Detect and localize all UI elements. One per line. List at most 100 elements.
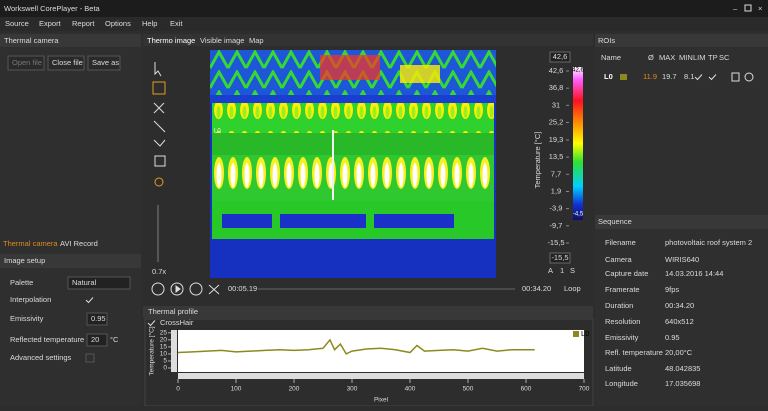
view-tab[interactable]: Visible image xyxy=(200,36,244,45)
setting-input[interactable] xyxy=(86,312,108,326)
column-header: MIN xyxy=(679,53,693,62)
thermal-hotspot xyxy=(320,55,380,80)
crosshair-checkbox xyxy=(147,320,156,327)
scale-button[interactable]: A xyxy=(548,266,553,275)
play-button[interactable] xyxy=(170,282,184,296)
roi-label: L0 xyxy=(214,129,221,135)
setting-value[interactable]: 20 xyxy=(91,335,99,344)
menu-item[interactable]: Help xyxy=(142,19,157,28)
profile-line xyxy=(177,338,535,355)
checkbox-label[interactable]: CrossHair xyxy=(160,318,194,327)
scale-tick-label: 25,2 xyxy=(549,117,564,126)
scale-tick-label: -3,9 xyxy=(550,204,563,213)
property-value: WIRIS640 xyxy=(665,255,699,264)
polyline-tool[interactable] xyxy=(153,139,166,147)
legend-label: L0 xyxy=(581,329,589,338)
setting-input[interactable] xyxy=(67,276,131,290)
time-total: 00:34.20 xyxy=(522,284,551,293)
column-header: SC xyxy=(719,53,730,62)
loop-toggle[interactable]: Loop xyxy=(564,284,581,293)
setting-value[interactable]: Natural xyxy=(72,278,97,287)
button-label[interactable]: Open file xyxy=(12,58,42,67)
roi-delete[interactable] xyxy=(744,72,754,82)
cut-button[interactable] xyxy=(208,284,220,295)
scale-tick-label: 36,8 xyxy=(549,83,564,92)
setting-value[interactable]: 0.95 xyxy=(91,314,106,323)
toolbar xyxy=(152,62,166,262)
column-header: Name xyxy=(601,53,621,62)
property-label: Duration xyxy=(605,301,633,310)
previous-button[interactable] xyxy=(151,282,165,296)
property-label: Latitude xyxy=(605,364,632,373)
roi-color[interactable] xyxy=(620,74,627,80)
panel-title: ROIs xyxy=(598,36,615,45)
property-value: 640x512 xyxy=(665,317,694,326)
scale-tick-label: 13,5 xyxy=(549,152,564,161)
roi-save[interactable] xyxy=(731,72,740,82)
line-tool[interactable] xyxy=(153,120,166,133)
scale-tick-label: 19,3 xyxy=(549,135,564,144)
view-tab[interactable]: Map xyxy=(249,36,264,45)
setting-label: Interpolation xyxy=(10,295,51,304)
tab[interactable]: AVI Record xyxy=(60,239,98,248)
menu-item[interactable]: Options xyxy=(105,19,131,28)
view-tab[interactable]: Thermo image xyxy=(147,36,195,45)
section-title: Image setup xyxy=(4,256,45,265)
button-label[interactable]: Save as xyxy=(92,58,119,67)
max-box[interactable] xyxy=(549,51,571,63)
setting-label: Emissivity xyxy=(10,314,44,323)
roi-box-tool[interactable] xyxy=(152,81,166,95)
scale-axis-label: Temperature [°C] xyxy=(533,132,542,189)
area-tool[interactable] xyxy=(154,155,166,167)
menu-item[interactable]: Source xyxy=(5,19,29,28)
scale-tick-label: 1,9 xyxy=(551,186,561,195)
column-header: TP xyxy=(708,53,718,62)
thermal-panel xyxy=(374,214,454,228)
profile-vscrollbar[interactable] xyxy=(171,330,177,372)
setting-input[interactable] xyxy=(86,333,108,347)
checkbox[interactable] xyxy=(85,353,95,363)
scale-button[interactable]: S xyxy=(570,266,575,275)
menu-item[interactable]: Exit xyxy=(170,19,183,28)
scale-min: -15,5 xyxy=(551,253,568,262)
min-box[interactable] xyxy=(549,252,571,264)
x-tick-label: 600 xyxy=(521,386,532,393)
tab[interactable]: Thermal camera xyxy=(3,239,58,248)
menu-item[interactable]: Export xyxy=(39,19,62,28)
maximize-button[interactable] xyxy=(744,4,752,12)
panel-title: Thermal profile xyxy=(148,307,198,316)
y-tick-label: 0 xyxy=(163,365,167,372)
y-tick-label: 10 xyxy=(160,351,168,358)
pointer-tool[interactable] xyxy=(154,62,162,77)
property-label: Framerate xyxy=(605,285,640,294)
property-value: 20,00°C xyxy=(665,348,693,357)
button[interactable] xyxy=(87,55,121,71)
property-value: 0.95 xyxy=(665,333,680,342)
property-value: 17.035698 xyxy=(665,379,700,388)
minimize-button[interactable]: – xyxy=(733,4,738,13)
legend-swatch xyxy=(573,331,579,337)
next-button[interactable] xyxy=(189,282,203,296)
property-value: 48.042835 xyxy=(665,364,700,373)
column-header: LIM xyxy=(693,53,706,62)
x-axis-label: Pixel xyxy=(374,397,389,404)
menu-item[interactable]: Report xyxy=(72,19,95,28)
zoom-tool[interactable] xyxy=(154,177,164,187)
bar-top-label: 42,6 xyxy=(572,68,584,74)
scale-tick-label: 7,7 xyxy=(551,169,561,178)
x-tick-label: 700 xyxy=(579,386,590,393)
setting-label: Palette xyxy=(10,278,33,287)
close-button[interactable]: × xyxy=(758,4,762,13)
button[interactable] xyxy=(47,55,85,71)
roi-name: L0 xyxy=(604,72,613,81)
property-label: Capture date xyxy=(605,269,648,278)
button[interactable] xyxy=(7,55,45,71)
y-tick-label: 25 xyxy=(160,330,168,337)
scale-button[interactable]: 1 xyxy=(560,266,564,275)
property-label: Refl. temperature xyxy=(605,348,663,357)
point-tool[interactable] xyxy=(153,102,165,114)
button-label[interactable]: Close file xyxy=(52,58,83,67)
profile-scrollbar[interactable] xyxy=(178,373,584,379)
roi-tp-check xyxy=(708,74,717,81)
setting-label: Advanced settings xyxy=(10,353,72,362)
